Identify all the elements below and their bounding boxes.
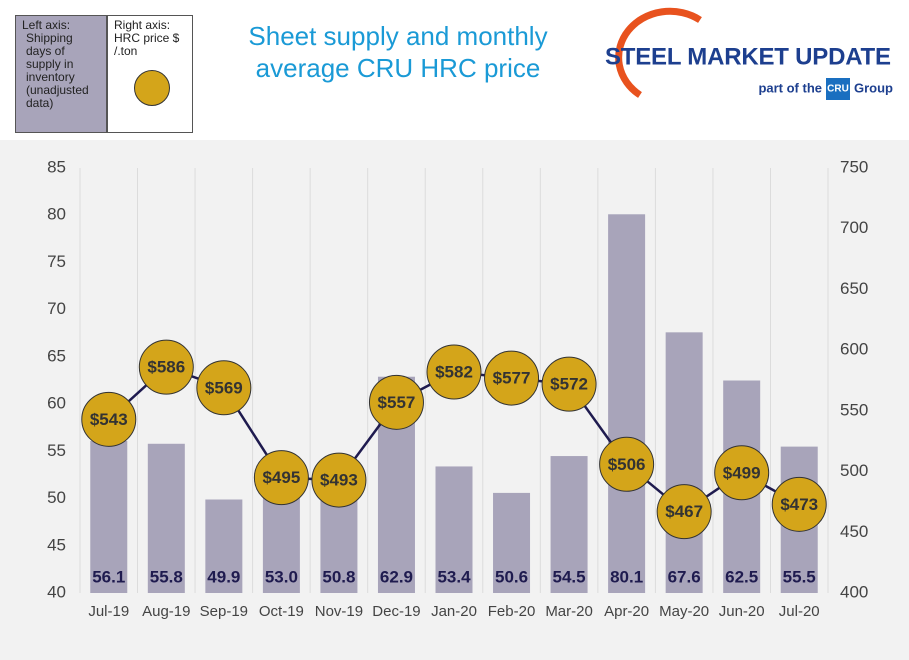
point [253,450,309,506]
point-value-label: $495 [262,468,300,487]
legend-label: HRC price $ /.ton [114,31,180,58]
bar [493,492,531,593]
point [541,356,597,412]
chart-title: Sheet supply and monthly average CRU HRC … [248,21,547,83]
logo-name: STEEL MARKET UPDATE [605,43,891,70]
y2-tick-label: 450 [840,522,868,541]
bar [608,214,646,593]
point [81,391,137,447]
point [368,374,424,430]
point-value-label: $473 [780,495,818,514]
point-value-label: $543 [90,410,128,429]
logo-badge-box [826,78,850,100]
bar [435,466,473,593]
bar [147,443,185,593]
y2-tick-label: 700 [840,218,868,237]
point-value-label: $582 [435,362,473,381]
bar-value-label: 80.1 [610,567,643,586]
point [311,452,367,508]
x-tick-label: Jul-19 [88,603,129,620]
bar [90,440,128,593]
x-tick-label: Aug-19 [142,603,190,620]
point [426,344,482,400]
bar-value-label: 53.0 [265,567,298,586]
x-tick-label: Jun-20 [719,603,765,620]
point [484,350,540,406]
point-value-label: $572 [550,375,588,394]
point [196,360,252,416]
logo-tagline: part of the [758,80,822,95]
x-tick-label: Jan-20 [431,603,477,620]
y2-tick-label: 500 [840,461,868,480]
logo-arc [615,7,702,98]
bar [550,456,588,593]
bar-value-label: 62.9 [380,567,413,586]
y-tick-label: 75 [47,252,66,271]
y-tick-label: 85 [47,157,66,176]
point [771,476,827,532]
x-tick-label: May-20 [659,603,709,620]
bar [320,491,358,593]
x-tick-label: Feb-20 [488,603,536,620]
y-tick-label: 40 [47,582,66,601]
legend-heading: Left axis: [22,18,71,32]
legend-left: Left axis: Shipping days of supply in in… [15,15,107,133]
y2-tick-label: 650 [840,279,868,298]
y2-tick-label: 400 [840,582,868,601]
x-tick-label: Dec-19 [372,603,420,620]
point-value-label: $506 [608,455,646,474]
logo-badge: CRU [827,84,849,95]
bar-value-label: 49.9 [207,567,240,586]
bar-value-label: 67.6 [668,567,701,586]
y2-tick-label: 750 [840,157,868,176]
point-value-label: $569 [205,378,243,397]
bar [665,332,703,593]
y-tick-label: 70 [47,299,66,318]
title-line: average CRU HRC price [256,53,541,83]
bar-value-label: 54.5 [553,567,586,586]
y2-tick-label: 600 [840,340,868,359]
logo: STEEL MARKET UPDATE part of the CRU Grou… [602,7,894,103]
bar-value-label: 55.5 [783,567,816,586]
legend-label: Shipping days of supply in inventory (un… [26,31,89,110]
y-tick-label: 50 [47,488,66,507]
y-tick-label: 80 [47,205,66,224]
legend-right: Right axis: HRC price $ /.ton [107,15,193,133]
y2-tick-label: 550 [840,400,868,419]
bar-value-label: 56.1 [92,567,125,586]
point-value-label: $577 [493,369,531,388]
bar-value-label: 55.8 [150,567,183,586]
point-value-label: $499 [723,463,761,482]
bar-value-label: 50.8 [322,567,355,586]
point-value-label: $467 [665,502,703,521]
x-tick-label: Nov-19 [315,603,363,620]
point-value-label: $557 [378,393,416,412]
point [599,436,655,492]
point [714,445,770,501]
x-tick-label: Jul-20 [779,603,820,620]
bar [205,499,243,593]
legend-marker [134,70,170,106]
bar-value-label: 62.5 [725,567,758,586]
y-tick-label: 55 [47,441,66,460]
point-value-label: $586 [147,358,185,377]
point [138,339,194,395]
logo-group: Group [854,80,893,95]
title-line: Sheet supply and monthly [248,21,547,51]
point-value-label: $493 [320,471,358,490]
bar-value-label: 53.4 [437,567,471,586]
x-tick-label: Apr-20 [604,603,649,620]
y-tick-label: 45 [47,535,66,554]
x-tick-label: Sep-19 [200,603,248,620]
y-tick-label: 65 [47,346,66,365]
y-tick-label: 60 [47,394,66,413]
x-tick-label: Oct-19 [259,603,304,620]
legend-heading: Right axis: [114,18,171,32]
x-tick-label: Mar-20 [545,603,593,620]
bar-value-label: 50.6 [495,567,528,586]
point [656,484,712,540]
